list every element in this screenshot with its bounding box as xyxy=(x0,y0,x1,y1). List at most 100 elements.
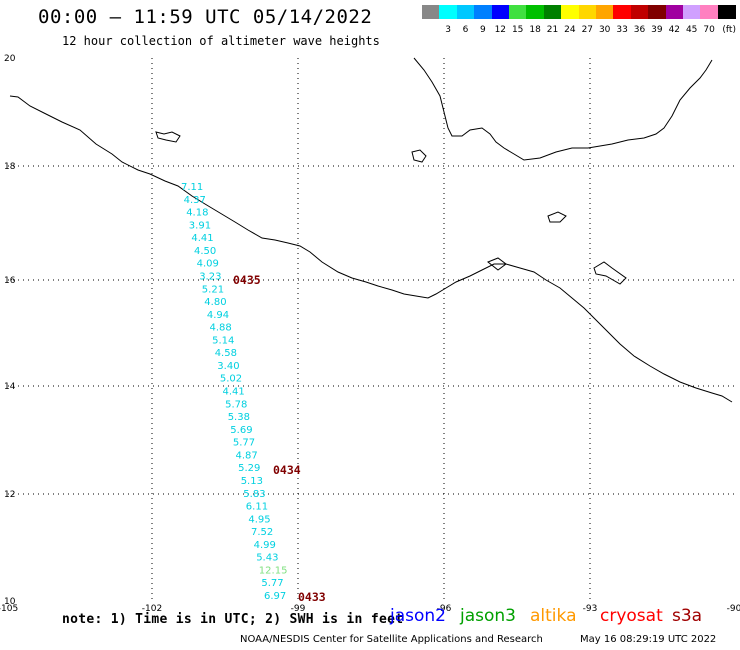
swh-value: 4.50 xyxy=(194,246,216,257)
colorbar-label: 24 xyxy=(564,25,576,35)
footer-timestamp: May 16 08:29:19 UTC 2022 xyxy=(580,634,717,645)
swh-value: 4.09 xyxy=(197,259,219,270)
colorbar-cell xyxy=(578,5,597,19)
lat-tick-label: 20 xyxy=(4,54,16,64)
lon-tick-label: -90 xyxy=(727,604,740,614)
colorbar-cell xyxy=(630,5,649,19)
colorbar-cell xyxy=(613,5,632,19)
legend-item-cryosat: cryosat xyxy=(600,606,663,626)
colorbar-label: 12 xyxy=(494,25,507,35)
swh-value: 4.88 xyxy=(210,323,232,334)
lon-tick-label: -102 xyxy=(142,604,162,614)
swh-value: 5.21 xyxy=(202,284,224,295)
swh-value: 6.97 xyxy=(264,591,286,602)
swh-value: 4.18 xyxy=(186,208,208,219)
swh-value: 5.78 xyxy=(225,399,247,410)
coastline-pacific xyxy=(9,95,733,403)
island-4 xyxy=(155,131,181,143)
colorbar-cell xyxy=(717,5,736,19)
colorbar-label: 30 xyxy=(598,25,611,35)
swh-markers: 7.11 4.37 4.183.91 4.41 4.50 4.09 3.235.21 4.80… xyxy=(181,182,326,604)
swh-value: 6.11 xyxy=(246,502,268,513)
pass-time-label: 0433 xyxy=(298,590,326,604)
swh-value: 5.83 xyxy=(243,489,265,500)
colorbar-label: 42 xyxy=(668,25,681,35)
swh-value: 5.02 xyxy=(220,374,242,385)
swh-value: 12.15 xyxy=(259,565,288,576)
swh-value: 4.95 xyxy=(248,514,270,525)
colorbar-cell xyxy=(648,5,667,19)
swh-value: 4.99 xyxy=(254,540,276,551)
colorbar-label: 9 xyxy=(480,25,486,35)
lon-tick-label: -105 xyxy=(0,604,18,614)
colorbar-cell xyxy=(596,5,614,19)
colorbar-cell xyxy=(543,5,562,19)
colorbar-label: 3 xyxy=(445,25,451,35)
swh-value: 5.13 xyxy=(241,476,263,487)
lon-tick-label: -96 xyxy=(437,604,452,614)
coastline xyxy=(9,57,733,403)
swh-value: 4.41 xyxy=(191,233,213,244)
swh-value: 7.52 xyxy=(251,527,273,538)
colorbar-cell xyxy=(509,5,527,19)
lon-tick-label: -93 xyxy=(583,604,598,614)
colorbar-label: 27 xyxy=(581,25,594,35)
island-2 xyxy=(547,211,567,223)
colorbar-label: 45 xyxy=(685,25,698,35)
swh-value: 3.40 xyxy=(217,361,239,372)
colorbar-cell xyxy=(561,5,580,19)
swh-value: 4.94 xyxy=(207,310,229,321)
island-1 xyxy=(411,149,427,163)
colorbar-cell xyxy=(526,5,545,19)
pass-time-label: 0435 xyxy=(233,273,261,287)
legend-item-s3a: s3a xyxy=(672,606,703,626)
colorbar-cell xyxy=(474,5,493,19)
legend-item-jason2: jason2 xyxy=(390,606,446,626)
swh-value: 5.77 xyxy=(261,578,283,589)
island-3 xyxy=(593,261,627,285)
lat-tick-label: 18 xyxy=(4,162,16,172)
map-subtitle: 12 hour collection of altimeter wave hei… xyxy=(62,34,380,48)
colorbar-cell xyxy=(491,5,510,19)
swh-value: 5.29 xyxy=(238,463,260,474)
map-title: 00:00 — 11:59 UTC 05/14/2022 xyxy=(38,6,373,28)
legend-item-altika: altika xyxy=(530,606,577,626)
colorbar-cell xyxy=(456,5,475,19)
lon-tick-label: -99 xyxy=(291,604,306,614)
swh-value: 5.14 xyxy=(212,335,234,346)
colorbar-label: 36 xyxy=(633,25,646,35)
swh-value: 4.37 xyxy=(184,195,206,206)
colorbar-label: 21 xyxy=(546,25,559,35)
pass-time-label: 0434 xyxy=(273,463,301,477)
lat-tick-label: 10 xyxy=(4,597,16,607)
lat-lon-grid: -105 -102 -99 -96 -93 -90 20 18 16 14 12 10 xyxy=(0,54,740,614)
colorbar-cell xyxy=(665,5,684,19)
colorbar-label: 6 xyxy=(462,25,469,35)
colorbar-cell xyxy=(439,5,458,19)
coastline-gulf xyxy=(413,57,713,161)
swh-value: 5.69 xyxy=(230,425,252,436)
swh-value: 4.80 xyxy=(204,297,226,308)
footer-credit: NOAA/NESDIS Center for Satellite Applica… xyxy=(240,634,543,645)
lat-tick-label: 16 xyxy=(4,276,16,286)
swh-value: 3.91 xyxy=(189,220,211,231)
swh-value: 5.43 xyxy=(256,553,278,564)
colorbar-label: 18 xyxy=(529,25,541,35)
lat-tick-label: 12 xyxy=(4,490,15,500)
legend-item-jason3: jason3 xyxy=(460,606,516,626)
swh-value: 5.38 xyxy=(228,412,250,423)
swh-value: 3.23 xyxy=(199,272,221,283)
island-5 xyxy=(487,257,507,271)
swh-value: 4.41 xyxy=(223,387,245,398)
swh-value: 4.58 xyxy=(215,348,237,359)
colorbar-unit: (ft) xyxy=(722,25,736,35)
lat-tick-label: 14 xyxy=(4,382,16,392)
colorbar-label: 33 xyxy=(616,25,628,35)
colorbar-cell xyxy=(683,5,701,19)
colorbar-label: 39 xyxy=(651,25,663,35)
colorbar-cell xyxy=(700,5,719,19)
units-note: note: 1) Time is in UTC; 2) SWH is in fe… xyxy=(62,612,404,627)
swh-value: 4.87 xyxy=(236,450,258,461)
